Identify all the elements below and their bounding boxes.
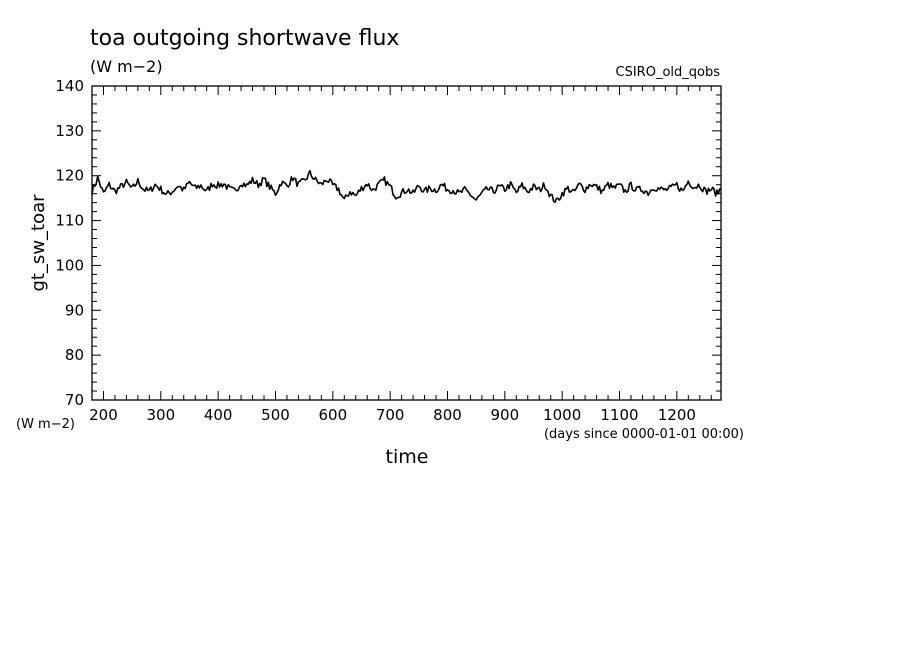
series-line — [91, 169, 722, 204]
plot-frame — [91, 85, 722, 401]
axis-ticks — [91, 85, 721, 401]
y-tick-label: 140 — [55, 77, 84, 95]
y-tick-label: 110 — [55, 212, 84, 230]
x-tick-label: 700 — [376, 406, 405, 424]
y-units-label: (W m−2) — [16, 417, 75, 432]
x-tick-label: 1100 — [600, 406, 638, 424]
y-tick-label: 70 — [65, 391, 84, 409]
chart-subtitle: (W m−2) — [90, 57, 163, 76]
y-tick-label: 120 — [55, 167, 84, 185]
x-tick-label: 300 — [146, 406, 175, 424]
y-axis-label: gt_sw_toar — [28, 194, 49, 292]
x-tick-label: 1000 — [543, 406, 581, 424]
y-tick-label: 80 — [65, 346, 84, 364]
x-tick-label: 600 — [319, 406, 348, 424]
x-tick-label: 400 — [204, 406, 233, 424]
dataset-label: CSIRO_old_qobs — [616, 65, 721, 80]
x-tick-label: 1200 — [658, 406, 696, 424]
chart-title: toa outgoing shortwave flux — [90, 26, 399, 51]
x-axis-label: time — [386, 446, 429, 468]
x-tick-label: 800 — [433, 406, 462, 424]
y-tick-label: 100 — [55, 256, 84, 274]
x-tick-label: 200 — [89, 406, 118, 424]
x-tick-label: 500 — [261, 406, 290, 424]
y-tick-label: 130 — [55, 122, 84, 140]
y-tick-label: 90 — [65, 301, 84, 319]
x-units-label: (days since 0000-01-01 00:00) — [544, 427, 744, 442]
x-tick-label: 900 — [491, 406, 520, 424]
tick-labels: 200 300 400 500 600 700 800 900 1000 1100 1200 70 80… — [55, 77, 696, 424]
